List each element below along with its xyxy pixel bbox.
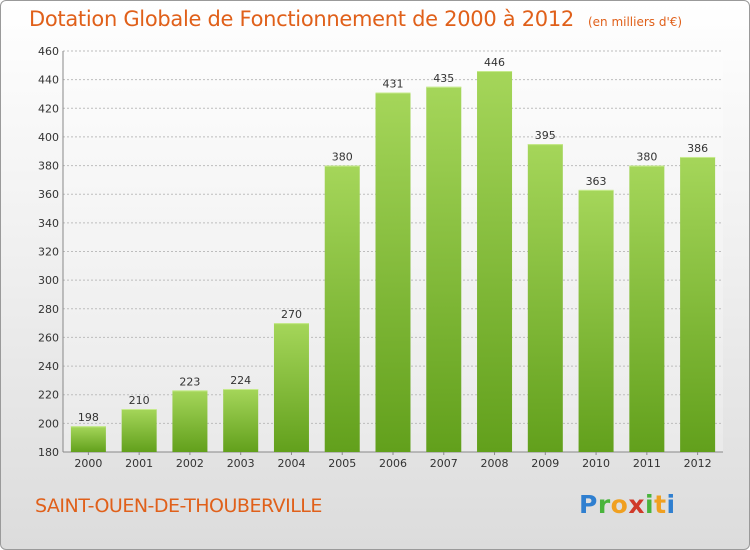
proxiti-logo[interactable]: Proxiti [579, 490, 676, 519]
title-row: Dotation Globale de Fonctionnement de 20… [29, 7, 682, 31]
bar [324, 165, 360, 453]
logo-letter: i [645, 490, 655, 519]
value-label: 363 [586, 175, 607, 188]
bar [629, 165, 665, 453]
chart-subtitle: (en milliers d'€) [587, 15, 683, 29]
y-tick-label: 360 [38, 188, 59, 201]
value-label: 198 [78, 411, 99, 424]
x-tick-label: 2009 [531, 457, 559, 470]
logo-letter: r [597, 490, 611, 519]
x-tick-label: 2000 [74, 457, 102, 470]
x-tick-label: 2010 [582, 457, 610, 470]
logo-letter: x [628, 490, 645, 519]
x-tick-label: 2008 [481, 457, 509, 470]
x-tick-label: 2007 [430, 457, 458, 470]
logo-letter: t [654, 490, 667, 519]
x-tick-label: 2004 [277, 457, 305, 470]
value-label: 224 [230, 374, 251, 387]
value-label: 446 [484, 56, 505, 69]
y-tick-label: 240 [38, 360, 59, 373]
value-label: 395 [535, 129, 556, 142]
y-tick-label: 300 [38, 274, 59, 287]
y-tick-label: 420 [38, 102, 59, 115]
y-tick-label: 380 [38, 160, 59, 173]
y-tick-label: 220 [38, 389, 59, 402]
bar [477, 71, 513, 453]
y-tick-label: 460 [38, 45, 59, 58]
value-label: 270 [281, 308, 302, 321]
x-tick-label: 2006 [379, 457, 407, 470]
value-label: 435 [433, 72, 454, 85]
x-tick-label: 2001 [125, 457, 153, 470]
bar [172, 390, 208, 452]
logo-letter: P [579, 490, 598, 519]
y-tick-label: 180 [38, 446, 59, 459]
logo-letter: o [610, 490, 629, 519]
logo-letter: i [666, 490, 676, 519]
value-label: 223 [179, 375, 200, 388]
bar [375, 92, 411, 453]
y-tick-label: 260 [38, 331, 59, 344]
y-tick-label: 440 [38, 74, 59, 87]
bar [121, 409, 157, 452]
y-tick-label: 200 [38, 417, 59, 430]
bar [273, 323, 309, 452]
commune-name: SAINT-OUEN-DE-THOUBERVILLE [35, 495, 322, 517]
x-tick-label: 2003 [227, 457, 255, 470]
x-tick-label: 2002 [176, 457, 204, 470]
x-tick-label: 2012 [684, 457, 712, 470]
y-tick-label: 280 [38, 303, 59, 316]
value-label: 380 [332, 151, 353, 164]
value-label: 386 [687, 142, 708, 155]
value-label: 380 [636, 151, 657, 164]
bar [680, 156, 716, 452]
chart-title: Dotation Globale de Fonctionnement de 20… [29, 7, 574, 31]
value-label: 210 [129, 394, 150, 407]
y-tick-label: 340 [38, 217, 59, 230]
x-tick-label: 2005 [328, 457, 356, 470]
y-tick-label: 320 [38, 246, 59, 259]
value-label: 431 [383, 78, 404, 91]
bar [70, 426, 106, 452]
bar [426, 86, 462, 452]
bar [223, 388, 259, 452]
x-tick-label: 2011 [633, 457, 661, 470]
bar [527, 144, 563, 452]
bar [578, 189, 614, 453]
y-tick-label: 400 [38, 131, 59, 144]
